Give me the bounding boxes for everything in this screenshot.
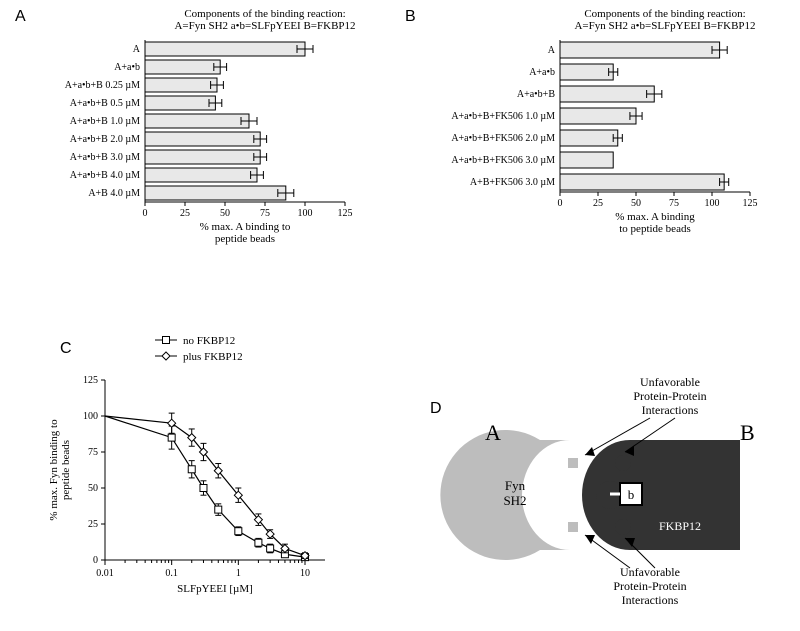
svg-text:SH2: SH2 <box>503 493 526 508</box>
svg-text:75: 75 <box>260 208 270 219</box>
svg-text:25: 25 <box>593 198 603 209</box>
svg-text:0.1: 0.1 <box>165 568 178 579</box>
svg-text:A+a•b+B+FK506 3.0 µM: A+a•b+B+FK506 3.0 µM <box>451 155 555 166</box>
svg-text:peptide beads: peptide beads <box>60 440 72 500</box>
svg-text:75: 75 <box>669 198 679 209</box>
svg-text:A+B 4.0 µM: A+B 4.0 µM <box>88 188 140 199</box>
svg-text:100: 100 <box>298 208 313 219</box>
svg-text:A+a•b: A+a•b <box>114 62 140 73</box>
svg-text:50: 50 <box>88 483 98 494</box>
svg-text:Protein-Protein: Protein-Protein <box>613 579 686 593</box>
svg-text:A+a•b: A+a•b <box>529 67 555 78</box>
svg-text:plus FKBP12: plus FKBP12 <box>183 351 243 363</box>
svg-text:0: 0 <box>558 198 563 209</box>
svg-text:100: 100 <box>83 411 98 422</box>
svg-text:100: 100 <box>705 198 720 209</box>
svg-text:Interactions: Interactions <box>642 403 699 417</box>
svg-text:0.01: 0.01 <box>96 568 114 579</box>
panel-c-label: C <box>60 340 72 358</box>
svg-text:A+a•b+B 4.0 µM: A+a•b+B 4.0 µM <box>70 170 140 181</box>
svg-text:A+a•b+B 3.0 µM: A+a•b+B 3.0 µM <box>70 152 140 163</box>
svg-text:SLFpYEEI [µM]: SLFpYEEI [µM] <box>177 583 253 595</box>
svg-text:A: A <box>485 420 501 445</box>
svg-text:50: 50 <box>631 198 641 209</box>
svg-text:A: A <box>548 45 556 56</box>
svg-text:A+a•b+B 0.5 µM: A+a•b+B 0.5 µM <box>70 98 140 109</box>
svg-text:A+a•b+B 2.0 µM: A+a•b+B 2.0 µM <box>70 134 140 145</box>
svg-text:FKBP12: FKBP12 <box>659 519 701 533</box>
svg-text:A+a•b+B+FK506 1.0 µM: A+a•b+B+FK506 1.0 µM <box>451 111 555 122</box>
svg-text:10: 10 <box>300 568 310 579</box>
svg-text:no FKBP12: no FKBP12 <box>183 335 235 347</box>
svg-text:A+a•b+B: A+a•b+B <box>517 89 555 100</box>
svg-text:peptide beads: peptide beads <box>215 233 275 245</box>
svg-text:% max. Fyn binding to: % max. Fyn binding to <box>48 419 60 521</box>
panel-a-legend-title: Components of the binding reaction: <box>135 8 395 20</box>
svg-text:125: 125 <box>338 208 353 219</box>
panel-c-chart: 0 25 50 75 100 125 0.01 0.1 1 10 % max. Fyn bindin… <box>35 330 365 615</box>
svg-text:0: 0 <box>93 555 98 566</box>
svg-text:125: 125 <box>743 198 758 209</box>
svg-text:25: 25 <box>88 519 98 530</box>
svg-text:1: 1 <box>236 568 241 579</box>
panel-b-legend-line: A=Fyn SH2 a•b=SLFpYEEI B=FKBP12 <box>535 20 795 32</box>
svg-text:Fyn: Fyn <box>505 478 526 493</box>
svg-text:125: 125 <box>83 375 98 386</box>
panel-a-label: A <box>15 8 26 26</box>
panel-a-chart: A A+a•b A+a•b+B 0.25 µM A+a•b+B 0.5 µM A+a•b… <box>15 32 395 252</box>
panel-d-diagram: ABFynSH2bFKBP12UnfavorableProtein-Protei… <box>420 370 780 610</box>
svg-text:0: 0 <box>143 208 148 219</box>
svg-text:50: 50 <box>220 208 230 219</box>
svg-text:A+a•b+B 1.0 µM: A+a•b+B 1.0 µM <box>70 116 140 127</box>
svg-text:% max. A binding to: % max. A binding to <box>200 221 291 233</box>
panel-b-label: B <box>405 8 416 26</box>
svg-text:Unfavorable: Unfavorable <box>640 375 700 389</box>
svg-text:% max. A binding: % max. A binding <box>615 211 695 223</box>
svg-text:A+a•b+B+FK506 2.0 µM: A+a•b+B+FK506 2.0 µM <box>451 133 555 144</box>
svg-text:Interactions: Interactions <box>622 593 679 607</box>
svg-text:b: b <box>628 487 635 502</box>
svg-text:Protein-Protein: Protein-Protein <box>633 389 706 403</box>
panel-b-chart: A A+a•b A+a•b+B A+a•b+B+FK506 1.0 µM A+a•b+B… <box>405 32 795 242</box>
svg-text:75: 75 <box>88 447 98 458</box>
svg-text:A: A <box>133 44 141 55</box>
panel-a-legend-line: A=Fyn SH2 a•b=SLFpYEEI B=FKBP12 <box>135 20 395 32</box>
svg-text:to peptide beads: to peptide beads <box>619 223 690 235</box>
svg-text:25: 25 <box>180 208 190 219</box>
svg-text:A+B+FK506 3.0 µM: A+B+FK506 3.0 µM <box>470 177 555 188</box>
panel-b-legend-title: Components of the binding reaction: <box>535 8 795 20</box>
panel-d-label: D <box>430 400 442 418</box>
svg-text:B: B <box>740 420 755 445</box>
svg-text:A+a•b+B 0.25 µM: A+a•b+B 0.25 µM <box>65 80 140 91</box>
